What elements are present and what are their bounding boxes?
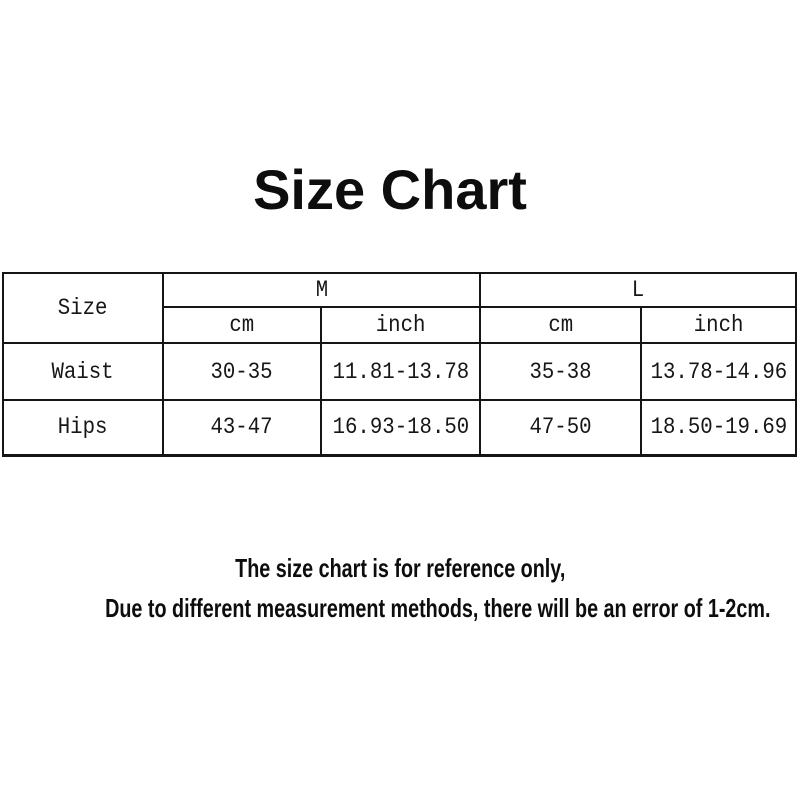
size-group-l-header: L xyxy=(479,272,797,308)
unit-header-m-cm: cm xyxy=(162,306,322,344)
hips-m-inch-cell: 16.93-18.50 xyxy=(320,399,481,457)
hips-l-cm-value: 47-50 xyxy=(529,414,592,441)
hips-m-inch-value: 16.93-18.50 xyxy=(332,414,469,441)
hips-label: Hips xyxy=(58,414,108,441)
waist-l-cm-cell: 35-38 xyxy=(479,342,642,401)
waist-l-inch-value: 13.78-14.96 xyxy=(650,358,787,385)
size-m-label: M xyxy=(315,277,328,303)
row-label-hips: Hips xyxy=(2,399,164,457)
disclaimer-line-1: The size chart is for reference only, xyxy=(0,548,800,588)
waist-m-cm-value: 30-35 xyxy=(210,358,274,385)
unit-label-l-cm: cm xyxy=(548,312,573,338)
size-group-m-header: M xyxy=(162,272,481,308)
row-label-waist: Waist xyxy=(2,342,164,401)
unit-header-l-inch: inch xyxy=(640,306,797,344)
table-row-units: cm inch cm inch xyxy=(3,306,797,344)
hips-m-cm-value: 43-47 xyxy=(210,414,274,441)
waist-m-inch-value: 11.81-13.78 xyxy=(332,358,469,385)
unit-header-l-cm: cm xyxy=(479,306,642,344)
size-table: Size M L cm inch cm xyxy=(2,272,797,457)
unit-header-m-inch: inch xyxy=(320,306,481,344)
waist-m-cm-cell: 30-35 xyxy=(162,342,322,401)
disclaimer-line-2-text: Due to different measurement methods, th… xyxy=(105,593,771,623)
size-l-label: L xyxy=(631,277,645,303)
unit-label-m-cm: cm xyxy=(229,312,255,338)
waist-m-inch-cell: 11.81-13.78 xyxy=(320,342,481,401)
hips-m-cm-cell: 43-47 xyxy=(162,399,322,457)
table-row-hips: Hips 43-47 16.93-18.50 47-50 18.50-19.69 xyxy=(2,399,797,457)
table-row-size-groups: Size M L xyxy=(2,272,797,344)
table-corner-size-header: Size xyxy=(2,272,164,344)
hips-l-cm-cell: 47-50 xyxy=(479,399,642,457)
hips-l-inch-cell: 18.50-19.69 xyxy=(640,399,797,457)
hips-l-inch-value: 18.50-19.69 xyxy=(650,414,787,441)
waist-label: Waist xyxy=(51,358,115,385)
unit-label-l-inch: inch xyxy=(693,312,744,338)
disclaimer-line-2: Due to different measurement methods, th… xyxy=(0,588,800,628)
size-header-label: Size xyxy=(58,295,108,321)
waist-l-inch-cell: 13.78-14.96 xyxy=(640,342,797,401)
unit-label-m-inch: inch xyxy=(375,312,426,338)
waist-l-cm-value: 35-38 xyxy=(529,358,592,385)
table-row-waist: Waist 30-35 11.81-13.78 35-38 13.78-14.9… xyxy=(2,342,797,401)
disclaimer-line-1-text: The size chart is for reference only, xyxy=(234,553,566,583)
page-title: Size Chart xyxy=(253,157,527,221)
disclaimer-text: The size chart is for reference only, Du… xyxy=(0,548,800,628)
